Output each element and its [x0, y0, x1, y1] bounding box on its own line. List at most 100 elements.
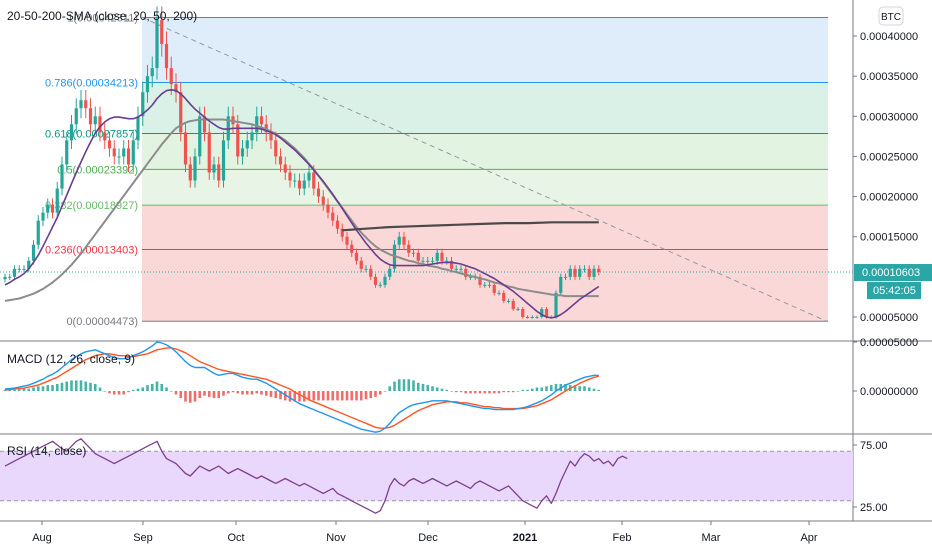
macd-hist-bar [488, 391, 491, 394]
price-axis-label: 0.00030000 [860, 111, 918, 123]
candle [402, 236, 406, 245]
macd-hist-bar [469, 391, 472, 394]
macd-hist-bar [450, 391, 453, 392]
candle [302, 180, 306, 189]
macd-hist-bar [407, 379, 411, 391]
candle [193, 156, 197, 181]
candle [160, 19, 164, 45]
candle [378, 284, 382, 286]
candle [445, 260, 449, 262]
macd-hist-bar [60, 382, 64, 391]
candle [236, 124, 240, 157]
macd-hist-bar [122, 391, 126, 395]
time-axis-label: 2021 [513, 532, 537, 544]
candle [497, 292, 501, 294]
macd-hist-bar [298, 391, 301, 402]
candle [383, 276, 387, 285]
macd-hist-bar [150, 383, 154, 391]
candle [407, 244, 411, 253]
macd-hist-bar [412, 380, 415, 391]
macd-hist-bar [431, 386, 434, 391]
candle [582, 268, 587, 270]
macd-hist-bar [507, 391, 510, 393]
candle [449, 260, 454, 269]
candle [50, 204, 55, 213]
macd-histogram [3, 379, 601, 403]
macd-hist-bar [326, 391, 330, 401]
symbol-badge [878, 6, 904, 26]
candle [179, 92, 183, 133]
macd-hist-bar [13, 389, 16, 391]
candle [164, 44, 169, 69]
macd-hist-bar [241, 391, 244, 395]
candle [65, 140, 69, 165]
time-axis-label: Mar [702, 532, 721, 544]
candle [155, 19, 159, 69]
macd-hist-bar [583, 386, 586, 391]
macd-hist-bar [212, 391, 216, 399]
time-axis-label: Feb [613, 532, 632, 544]
candle [312, 172, 316, 189]
candle [587, 268, 591, 277]
macd-hist-bar [32, 387, 35, 391]
macd-hist-bar [250, 391, 254, 395]
candle [46, 204, 50, 213]
macd-hist-bar [274, 391, 278, 399]
macd-hist-bar [573, 385, 577, 391]
candle [321, 196, 325, 205]
macd-hist-bar [55, 383, 59, 391]
time-axis-label: Aug [32, 532, 52, 544]
candle [468, 276, 473, 278]
candle [559, 276, 563, 293]
candle [60, 164, 64, 189]
macd-hist-bar [564, 383, 567, 391]
candle [245, 140, 249, 149]
macd-hist-bar [27, 388, 31, 391]
macd-hist-bar [127, 391, 130, 393]
candle [122, 148, 126, 157]
price-axis-label: 0.00035000 [860, 71, 918, 83]
macd-hist-bar [545, 386, 548, 391]
macd-hist-bar [402, 379, 406, 391]
candle [454, 268, 458, 270]
fib-band-0.786 [142, 17, 828, 83]
macd-hist-bar [331, 391, 335, 401]
trendline [141, 16, 829, 323]
candle [8, 276, 12, 278]
macd-hist-bar [521, 389, 525, 391]
candle [183, 132, 188, 165]
rsi-axis-label: 25.00 [860, 502, 888, 514]
macd-hist-bar [416, 382, 420, 391]
macd-hist-bar [592, 388, 596, 391]
candle [373, 276, 378, 285]
candle [212, 164, 216, 173]
candle [259, 116, 264, 125]
fib-label-0: 0(0.00004473) [66, 316, 138, 328]
macd-hist-bar [169, 391, 173, 392]
macd-hist-bar [236, 391, 240, 394]
rsi-axis-label: 75.00 [860, 440, 888, 452]
macd-hist-bar [440, 388, 444, 391]
macd-hist-bar [103, 391, 107, 392]
time-axis-label: Oct [227, 532, 244, 544]
fib-label-0.236: 0.236(0.00013403) [45, 245, 138, 257]
macd-hist-bar [231, 391, 235, 393]
candle [350, 244, 354, 253]
symbol-badge-label: BTC [881, 12, 901, 23]
macd-hist-bar [136, 388, 140, 391]
macd-hist-bar [155, 381, 159, 391]
macd-hist-bar [84, 381, 88, 391]
candle [483, 284, 487, 286]
candle [364, 268, 368, 270]
candle [12, 268, 17, 277]
macd-hist-bar [141, 387, 145, 391]
candle [478, 276, 482, 285]
macd-hist-bar [459, 391, 463, 393]
macd-hist-bar [160, 383, 164, 391]
macd-hist-bar [355, 391, 358, 401]
time-axis-label: Apr [800, 532, 817, 544]
candle [103, 132, 107, 141]
candle [597, 268, 601, 273]
candle [69, 124, 74, 141]
